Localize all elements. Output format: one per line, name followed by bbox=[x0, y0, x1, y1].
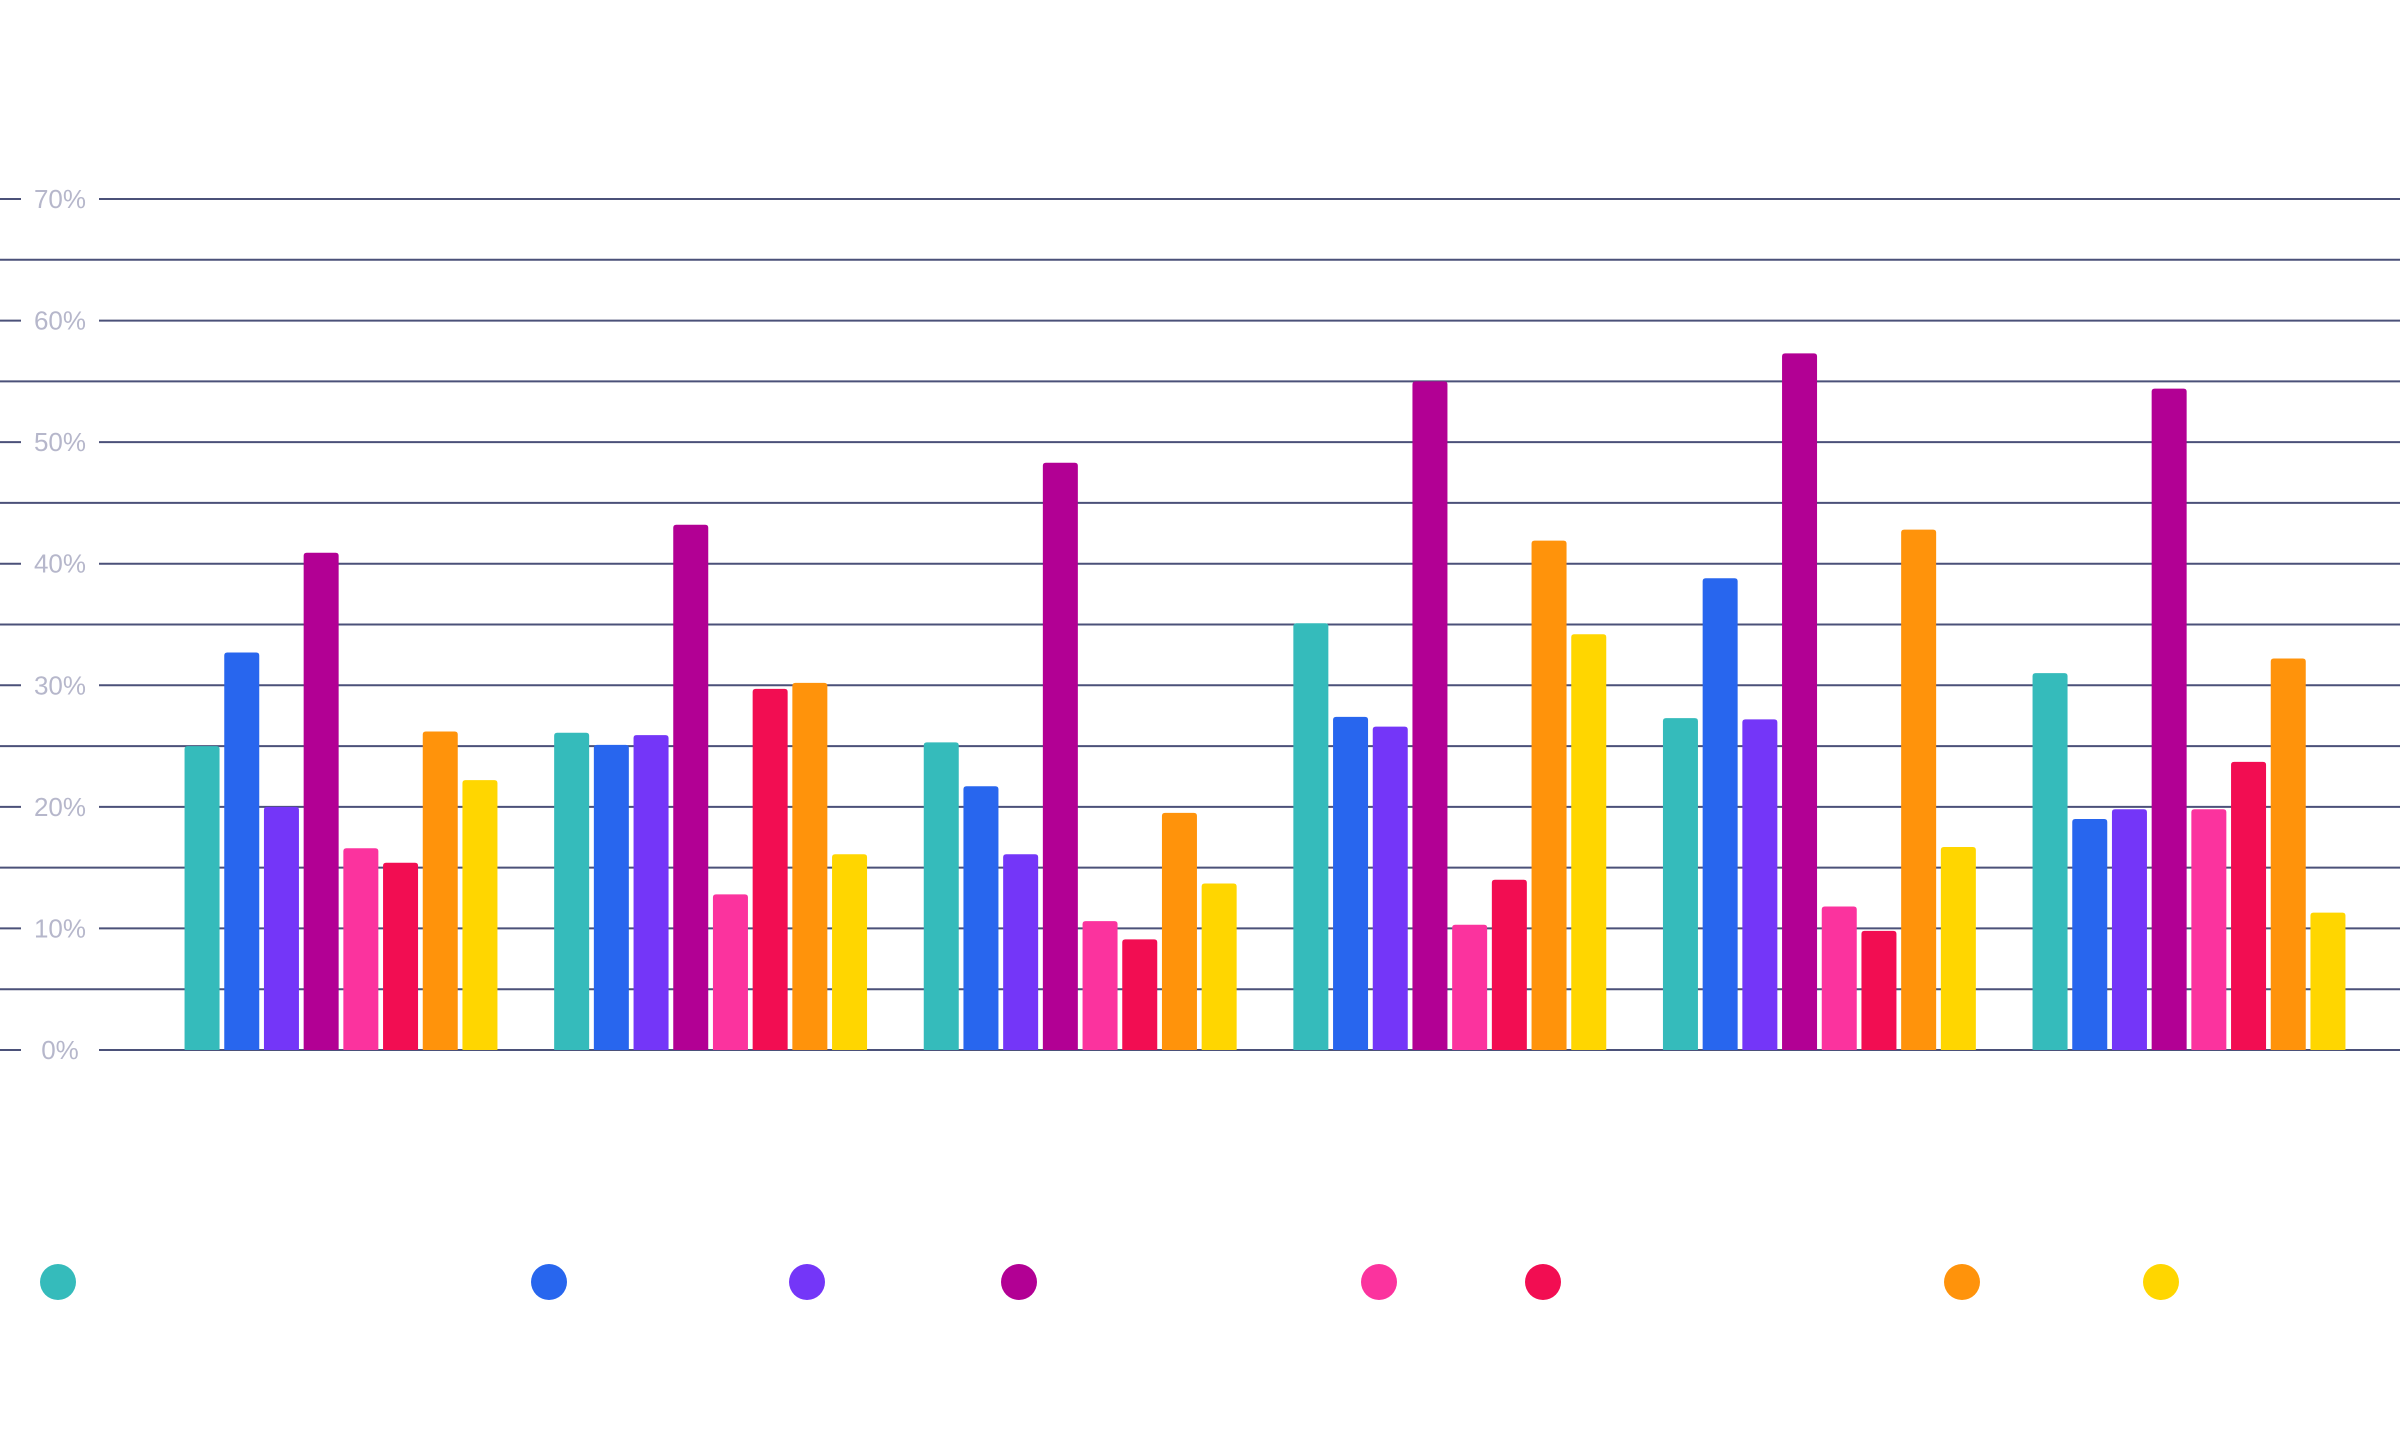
bar bbox=[1782, 353, 1818, 1050]
grid-lines bbox=[0, 198, 2400, 1051]
legend bbox=[40, 1264, 2179, 1300]
bar-group bbox=[554, 524, 868, 1050]
bar-group bbox=[923, 462, 1237, 1050]
bar bbox=[1531, 540, 1567, 1050]
legend-marker bbox=[40, 1264, 76, 1300]
bar bbox=[2270, 658, 2306, 1050]
bar bbox=[923, 742, 959, 1050]
bar-group bbox=[184, 552, 498, 1050]
bar bbox=[1042, 462, 1078, 1050]
y-tick-label: 10% bbox=[34, 913, 86, 943]
bar bbox=[224, 652, 260, 1050]
bars bbox=[184, 353, 2346, 1050]
bar bbox=[1412, 381, 1448, 1050]
bar bbox=[593, 744, 629, 1050]
y-tick-label: 20% bbox=[34, 792, 86, 822]
bar bbox=[2191, 809, 2227, 1050]
bar bbox=[462, 780, 498, 1050]
bar-group bbox=[1293, 381, 1607, 1050]
bar bbox=[1940, 846, 1976, 1050]
y-tick-label: 60% bbox=[34, 306, 86, 336]
bar-group bbox=[2032, 388, 2346, 1050]
bar bbox=[263, 806, 299, 1050]
bar bbox=[2310, 912, 2346, 1050]
legend-marker bbox=[1361, 1264, 1397, 1300]
bar bbox=[343, 848, 379, 1050]
bar bbox=[1201, 883, 1237, 1050]
bar bbox=[1702, 578, 1738, 1050]
y-tick-label: 50% bbox=[34, 427, 86, 457]
bar bbox=[963, 786, 999, 1050]
legend-marker bbox=[789, 1264, 825, 1300]
bar bbox=[422, 731, 458, 1050]
bar bbox=[792, 682, 828, 1050]
bar bbox=[1333, 716, 1369, 1050]
bar bbox=[1082, 921, 1118, 1050]
legend-marker bbox=[2143, 1264, 2179, 1300]
bar bbox=[2111, 809, 2147, 1050]
y-tick-label: 0% bbox=[41, 1035, 79, 1065]
bar bbox=[1122, 939, 1158, 1050]
bar bbox=[1293, 623, 1329, 1050]
bar bbox=[1901, 529, 1937, 1050]
legend-marker bbox=[1944, 1264, 1980, 1300]
y-tick-label: 40% bbox=[34, 549, 86, 579]
bar bbox=[2231, 761, 2267, 1050]
legend-marker bbox=[1001, 1264, 1037, 1300]
bar bbox=[752, 688, 788, 1050]
bar bbox=[832, 854, 868, 1050]
bar bbox=[1452, 924, 1488, 1050]
bar bbox=[383, 862, 419, 1050]
bar bbox=[1161, 812, 1197, 1050]
bar bbox=[554, 732, 590, 1050]
bar bbox=[1491, 879, 1527, 1050]
bar bbox=[633, 735, 669, 1050]
bar bbox=[1861, 930, 1897, 1050]
y-tick-label: 70% bbox=[34, 184, 86, 214]
y-tick-label: 30% bbox=[34, 670, 86, 700]
legend-marker bbox=[1525, 1264, 1561, 1300]
bar bbox=[2032, 673, 2068, 1050]
bar bbox=[1003, 854, 1039, 1050]
bar bbox=[2072, 819, 2108, 1050]
bar bbox=[303, 552, 339, 1050]
bar bbox=[1821, 906, 1857, 1050]
y-axis-ticks: 0% 10% 20% 30% 40% 50% 60% 70% bbox=[0, 184, 86, 1065]
bar bbox=[2151, 388, 2187, 1050]
bar bbox=[1372, 726, 1408, 1050]
legend-marker bbox=[531, 1264, 567, 1300]
bar-group bbox=[1662, 353, 1976, 1050]
bar bbox=[1742, 719, 1778, 1050]
bar bbox=[1662, 718, 1698, 1050]
bar bbox=[1571, 634, 1607, 1050]
bar bbox=[673, 524, 709, 1050]
bar bbox=[184, 746, 220, 1050]
bar bbox=[712, 894, 748, 1050]
